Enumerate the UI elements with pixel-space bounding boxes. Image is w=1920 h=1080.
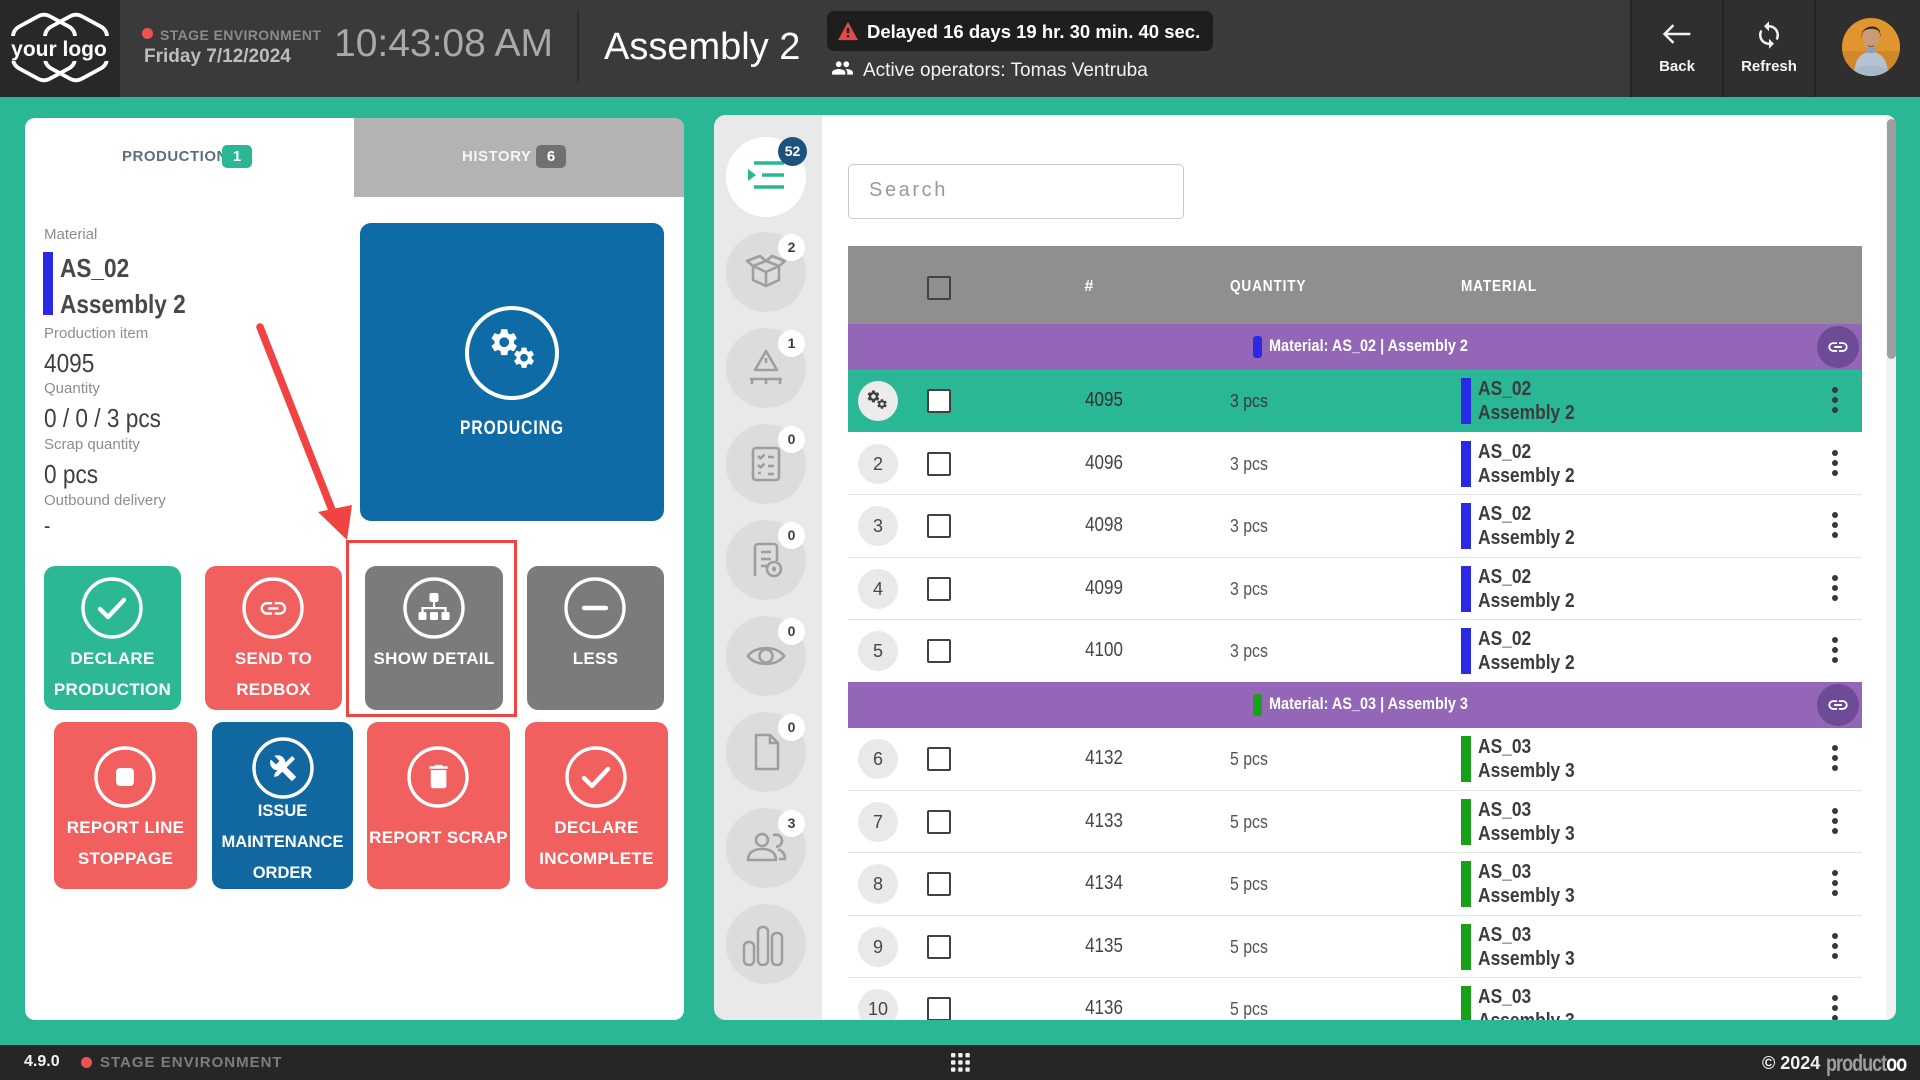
svg-text:your logo: your logo bbox=[11, 38, 107, 61]
